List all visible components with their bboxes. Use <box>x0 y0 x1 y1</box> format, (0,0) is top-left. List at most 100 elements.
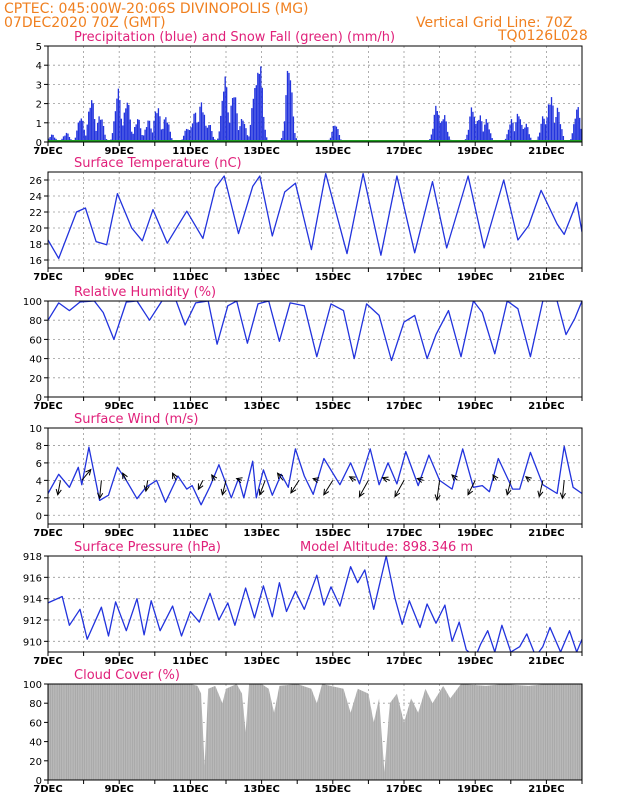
y-tick-label: 100 <box>23 680 42 691</box>
precip-bar <box>223 92 224 142</box>
precip-bar <box>134 127 135 142</box>
x-tick-label: 9DEC <box>104 656 133 667</box>
precip-bar <box>543 119 544 142</box>
precip-bar <box>557 108 558 142</box>
precip-bar <box>205 126 206 142</box>
precip-bar <box>250 125 251 142</box>
y-tick-label: 80 <box>29 316 42 327</box>
plot-area <box>48 556 582 657</box>
y-tick-label: 914 <box>23 595 42 606</box>
precip-bar <box>511 119 512 142</box>
x-tick-label: 11DEC <box>172 401 208 412</box>
precip-bar <box>441 121 442 142</box>
precip-bar <box>202 112 203 142</box>
y-tick-label: 8 <box>36 441 42 452</box>
precip-bar <box>164 119 165 142</box>
precip-bar <box>115 111 116 142</box>
precip-bar <box>545 124 546 142</box>
wind-arrow-head <box>291 487 296 493</box>
panels: 0123457DEC 9DEC 11DEC 13DEC 15DEC 17DEC 19DEC 2… <box>23 30 582 795</box>
precip-bar <box>118 89 119 142</box>
precip-bar <box>290 80 291 142</box>
precip-bar <box>121 119 122 142</box>
precip-bar <box>558 112 559 142</box>
x-tick-label: 21DEC <box>528 528 564 539</box>
panel-title-rh: Relative Humidity (%) <box>74 285 216 300</box>
x-tick-label: 7DEC <box>33 528 62 539</box>
precip-bar <box>199 107 200 142</box>
precip-bar <box>150 128 151 142</box>
precip-bar <box>124 113 125 142</box>
x-tick-label: 19DEC <box>457 656 493 667</box>
precip-bar <box>128 105 129 142</box>
y-tick-label: 6 <box>36 459 42 470</box>
plot-area <box>48 684 582 780</box>
precip-bar <box>232 98 233 142</box>
y-tick-label: 10 <box>29 424 42 435</box>
precip-bar <box>113 121 114 142</box>
precip-bar <box>548 104 549 142</box>
precip-bar <box>336 127 337 142</box>
precip-bar <box>576 110 577 142</box>
precip-bar <box>285 95 286 142</box>
x-tick-label: 19DEC <box>457 401 493 412</box>
precip-bar <box>440 123 441 142</box>
precip-bar <box>210 125 211 142</box>
precip-bar <box>101 119 102 142</box>
precip-bar <box>575 119 576 142</box>
precip-bar <box>119 100 120 142</box>
precip-bar <box>334 126 335 142</box>
precip-bar <box>253 99 254 142</box>
precip-bar <box>549 105 550 142</box>
precip-bar <box>291 92 292 142</box>
panel-title-precip: Precipitation (blue) and Snow Fall (gree… <box>74 30 395 45</box>
precip-bar <box>79 121 80 142</box>
rh-line <box>48 301 582 361</box>
precip-bar <box>481 121 482 142</box>
precip-bar <box>190 127 191 142</box>
precip-bar <box>520 119 521 142</box>
precip-bar <box>82 121 83 142</box>
precip-bar <box>244 124 245 142</box>
precip-bar <box>100 120 101 142</box>
y-tick-label: 5 <box>36 42 42 53</box>
x-tick-label: 19DEC <box>457 272 493 283</box>
precip-bar <box>524 128 525 142</box>
x-tick-label: 13DEC <box>243 146 279 157</box>
precip-bar <box>236 113 237 142</box>
y-tick-label: 60 <box>29 718 42 729</box>
precip-bar <box>136 124 137 142</box>
x-tick-label: 13DEC <box>243 784 279 795</box>
precip-bar <box>443 119 444 142</box>
precip-bar <box>254 88 255 142</box>
x-tick-label: 7DEC <box>33 401 62 412</box>
precip-bar <box>87 125 88 142</box>
precip-bar <box>208 125 209 142</box>
y-tick-label: 100 <box>23 297 42 308</box>
precip-bar <box>257 73 258 142</box>
precip-bar <box>446 121 447 142</box>
precip-bar <box>578 107 579 142</box>
x-tick-label: 21DEC <box>528 146 564 157</box>
precip-bar <box>94 119 95 142</box>
x-tick-label: 21DEC <box>528 656 564 667</box>
precip-bar <box>195 113 196 142</box>
y-tick-label: 0 <box>36 511 42 522</box>
precip-bar <box>159 116 160 142</box>
precip-bar <box>230 106 231 142</box>
press-line <box>48 556 582 657</box>
plot-area <box>48 66 582 142</box>
y-tick-label: 2 <box>36 494 42 505</box>
precip-bar <box>198 122 199 142</box>
temp-line <box>48 174 582 259</box>
y-tick-label: 916 <box>23 573 42 584</box>
precip-bar <box>78 123 79 142</box>
panel-frame <box>48 428 582 524</box>
precip-bar <box>158 108 159 142</box>
wind-arrow <box>291 480 299 493</box>
x-tick-label: 17DEC <box>386 146 422 157</box>
wind-arrow-head <box>493 475 498 481</box>
precip-bar <box>333 126 334 142</box>
y-tick-label: 20 <box>29 224 42 235</box>
precip-bar <box>233 97 234 142</box>
